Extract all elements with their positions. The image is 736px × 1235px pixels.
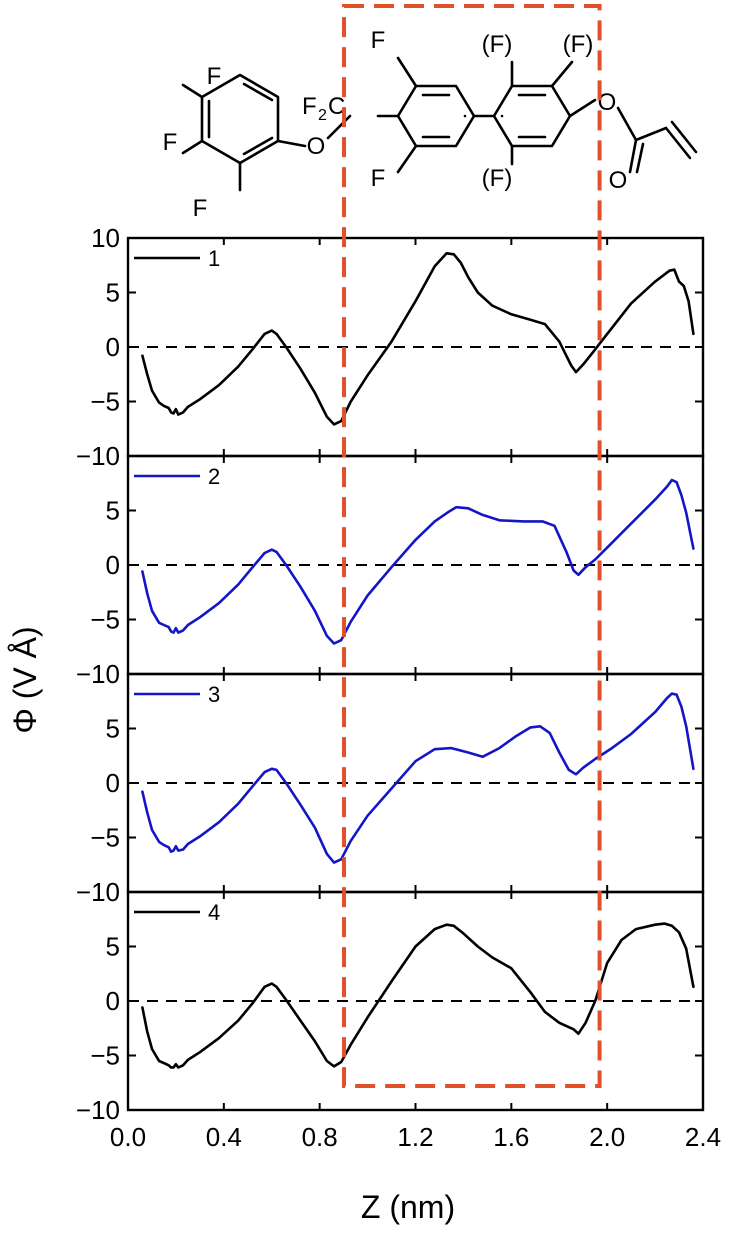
legend-label-3: 3: [208, 682, 220, 707]
x-tick-label: 1.2: [397, 1122, 433, 1152]
series-line-3: [141, 692, 695, 864]
y-tick-label: −5: [90, 1041, 120, 1071]
series-line-1: [141, 252, 695, 426]
x-axis-title: Z (nm): [361, 1189, 455, 1225]
y-tick-label: −5: [90, 605, 120, 635]
y-tick-label: 0: [106, 550, 120, 580]
x-tick-label: 0.0: [110, 1122, 146, 1152]
y-tick-label: −5: [90, 823, 120, 853]
atom-f3: F: [193, 195, 208, 222]
y-tick-label: −10: [76, 441, 120, 471]
y-tick-label: 0: [106, 768, 120, 798]
atom-f-cf2: F: [302, 93, 317, 120]
y-tick-label: −10: [76, 877, 120, 907]
cf2-group: F 2 C: [302, 93, 345, 124]
atom-f5: F: [371, 165, 386, 192]
y-tick-label: 0: [106, 986, 120, 1016]
y-tick-label: 5: [106, 496, 120, 526]
panel-4: 4 5 0 −5 −10: [76, 890, 705, 1125]
y-axis-title: Φ (V Å): [7, 626, 43, 733]
panel-1: 1 10 5 0 −5 −10: [76, 223, 705, 471]
y-tick-label: 5: [106, 278, 120, 308]
atom-f-paren3: (F): [482, 165, 513, 192]
panel-2: 2 5 0 −5 −10: [76, 454, 705, 689]
x-tick-label: 2.4: [685, 1122, 721, 1152]
y-tick-label: −10: [76, 1095, 120, 1125]
atom-f-paren1: (F): [482, 31, 513, 58]
y-tick-label: 5: [106, 932, 120, 962]
series-line-4: [141, 922, 695, 1069]
y-tick-label: 10: [91, 223, 120, 253]
x-tick-label: 0.8: [302, 1122, 338, 1152]
atom-c-cf2: C: [328, 93, 345, 120]
atom-f1: F: [207, 63, 222, 90]
y-tick-label: −10: [76, 659, 120, 689]
legend-label-2: 2: [208, 464, 220, 489]
panel-frame: [126, 890, 705, 1112]
atom-o1: O: [307, 133, 326, 160]
y-tick-label: −5: [90, 387, 120, 417]
legend-label-4: 4: [208, 900, 220, 925]
x-tick-label: 0.4: [206, 1122, 242, 1152]
x-tick-label: 2.0: [589, 1122, 625, 1152]
highlight-box: [342, 4, 602, 1088]
atom-f2: F: [163, 129, 178, 156]
molecule-structure: F F F O F 2 C F F (F) (F) (F) O O: [163, 27, 698, 222]
atom-f4: F: [371, 27, 386, 54]
series-line-2: [141, 478, 695, 645]
y-tick-label: 5: [106, 714, 120, 744]
x-tick-label: 1.6: [493, 1122, 529, 1152]
atom-o2: O: [598, 89, 617, 116]
panel-3: 3 5 0 −5 −10: [76, 672, 705, 907]
y-tick-label: 0: [106, 332, 120, 362]
legend-label-1: 1: [208, 246, 220, 271]
subscript-2: 2: [318, 107, 327, 124]
atom-f-paren2: (F): [563, 31, 594, 58]
atom-o3: O: [609, 167, 628, 194]
